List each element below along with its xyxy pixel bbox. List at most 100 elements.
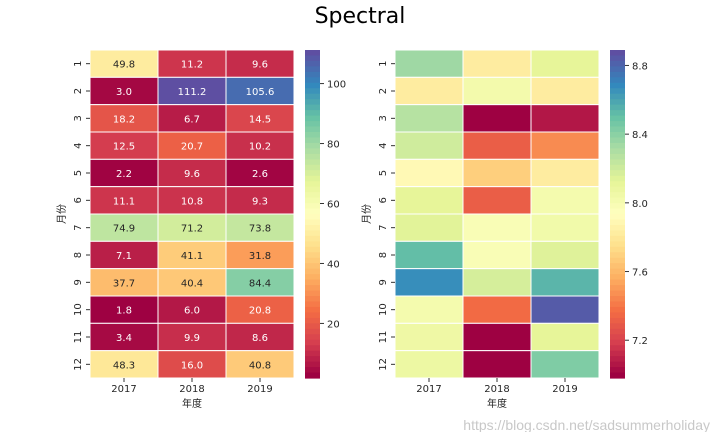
heatmap-cell <box>225 268 295 297</box>
heatmap-cell <box>462 131 532 160</box>
y-tick-label: 5 <box>378 170 389 176</box>
colorbar-segment <box>610 164 625 171</box>
heatmap-cell <box>394 350 464 379</box>
y-axis-label: 月份 <box>361 204 373 224</box>
cell-label: 84.4 <box>249 278 271 289</box>
y-tick-label: 6 <box>73 197 84 203</box>
y-tick-label: 12 <box>73 358 84 371</box>
colorbar-segment <box>305 186 320 193</box>
cell-label: 11.1 <box>113 196 135 207</box>
heatmap-cell <box>462 186 532 215</box>
colorbar-segment <box>305 312 320 319</box>
colorbar-segment <box>610 339 625 346</box>
heatmap-cell <box>462 104 532 133</box>
colorbar-segment <box>305 126 320 133</box>
colorbar-segment <box>610 66 625 73</box>
colorbar-segment <box>305 361 320 368</box>
cell-label: 1.8 <box>116 306 132 317</box>
colorbar-segment <box>610 126 625 133</box>
colorbar-segment <box>305 77 320 84</box>
colorbar-segment <box>305 88 320 95</box>
heatmap-cell <box>462 240 532 270</box>
colorbar-segment <box>610 235 625 242</box>
cell-label: 10.2 <box>249 142 271 153</box>
cell-label: 7.1 <box>116 251 132 262</box>
colorbar-segment <box>305 192 320 199</box>
colorbar-segment <box>305 290 320 297</box>
cell-label: 9.9 <box>184 333 200 344</box>
heatmap-cell <box>530 213 600 242</box>
colorbar-segment <box>305 279 320 286</box>
colorbar-segment <box>610 175 625 182</box>
y-tick-label: 8 <box>378 252 389 258</box>
heatmap-cell <box>530 186 600 215</box>
colorbar-segment <box>610 121 625 128</box>
colorbar-segment <box>610 334 625 341</box>
cell-label: 40.8 <box>249 360 271 371</box>
heatmap-cell <box>462 76 532 106</box>
colorbar-segment <box>305 263 320 270</box>
cell-label: 6.0 <box>184 306 200 317</box>
colorbar-segment <box>610 219 625 226</box>
heatmap-cell <box>462 295 532 324</box>
cell-label: 16.0 <box>181 360 203 371</box>
cell-label: 31.8 <box>249 251 271 262</box>
watermark: https://blog.csdn.net/sadsummerholiday <box>463 417 710 432</box>
colorbar-segment <box>305 148 320 155</box>
colorbar-segment <box>305 296 320 303</box>
colorbar-segment <box>305 339 320 346</box>
colorbar-segment <box>610 77 625 84</box>
colorbar-segment <box>305 142 320 149</box>
colorbar-tick-label: 80 <box>327 140 340 151</box>
colorbar-tick-label: 8.8 <box>632 61 648 72</box>
colorbar-segment <box>305 50 320 57</box>
x-tick-label: 2017 <box>416 384 441 395</box>
x-tick-label: 2018 <box>179 384 204 395</box>
cell-label: 40.4 <box>181 278 203 289</box>
heatmap-cell <box>89 322 159 352</box>
colorbar-segment <box>305 82 320 89</box>
colorbar-segment <box>610 60 625 67</box>
heatmap-cell <box>394 76 464 106</box>
colorbar-tick-label: 60 <box>327 200 340 211</box>
colorbar-segment <box>610 110 625 117</box>
heatmap-cell <box>394 213 464 242</box>
colorbar-segment <box>610 257 625 264</box>
colorbar-segment <box>610 279 625 286</box>
heatmap-cell <box>89 49 159 78</box>
colorbar-segment <box>610 208 625 215</box>
heatmap-cell <box>462 322 532 352</box>
heatmap-cell <box>530 131 600 160</box>
colorbar-segment <box>610 170 625 177</box>
y-tick-label: 8 <box>73 252 84 258</box>
colorbar-tick-label: 40 <box>327 259 340 270</box>
colorbar-segment <box>610 323 625 330</box>
colorbar-segment <box>610 345 625 352</box>
colorbar-segment <box>305 71 320 78</box>
heatmap-cell <box>394 240 464 270</box>
colorbar-segment <box>305 115 320 122</box>
colorbar-segment <box>610 263 625 270</box>
y-tick-label: 3 <box>378 115 389 121</box>
heatmap-cell <box>530 268 600 297</box>
colorbar-segment <box>305 159 320 166</box>
colorbar-segment <box>610 230 625 237</box>
colorbar-segment <box>610 285 625 292</box>
figure-title: Spectral <box>314 4 406 29</box>
cell-label: 20.8 <box>249 306 271 317</box>
colorbar-segment <box>610 104 625 111</box>
cell-label: 3.0 <box>116 87 132 98</box>
colorbar-segment <box>305 257 320 264</box>
cell-label: 8.6 <box>252 333 268 344</box>
heatmap-cell <box>530 158 600 188</box>
colorbar-segment <box>305 99 320 106</box>
cell-label: 41.1 <box>181 251 203 262</box>
colorbar-segment <box>305 224 320 231</box>
y-tick-label: 9 <box>73 279 84 285</box>
heatmap-cell <box>530 76 600 106</box>
colorbar-segment <box>305 66 320 73</box>
colorbar-segment <box>305 372 320 379</box>
x-axis-label: 年度 <box>182 397 202 410</box>
colorbar-segment <box>610 350 625 357</box>
